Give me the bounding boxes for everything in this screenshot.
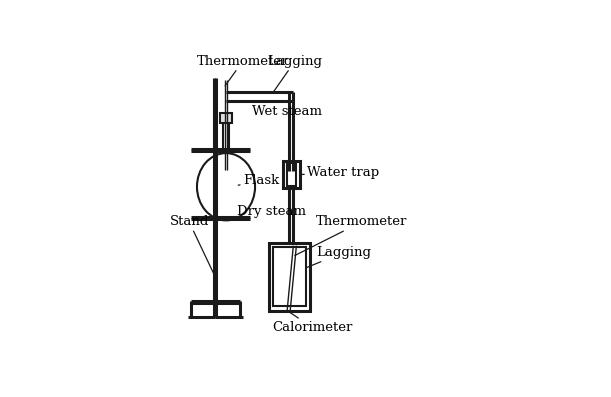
Text: Thermometer: Thermometer <box>197 55 288 86</box>
Text: Lagging: Lagging <box>267 55 322 92</box>
Text: Wet steam: Wet steam <box>252 105 322 118</box>
Text: Calorimeter: Calorimeter <box>272 310 353 334</box>
Text: Dry steam: Dry steam <box>236 205 306 218</box>
Text: Thermometer: Thermometer <box>295 216 408 256</box>
Bar <box>269 243 310 310</box>
Bar <box>273 247 306 306</box>
Bar <box>220 114 232 123</box>
Ellipse shape <box>197 153 255 220</box>
Bar <box>282 161 300 188</box>
Text: Flask: Flask <box>238 174 279 187</box>
Bar <box>287 163 296 186</box>
Text: Lagging: Lagging <box>306 246 371 268</box>
Text: Stand: Stand <box>169 216 214 274</box>
Text: Water trap: Water trap <box>300 166 379 179</box>
